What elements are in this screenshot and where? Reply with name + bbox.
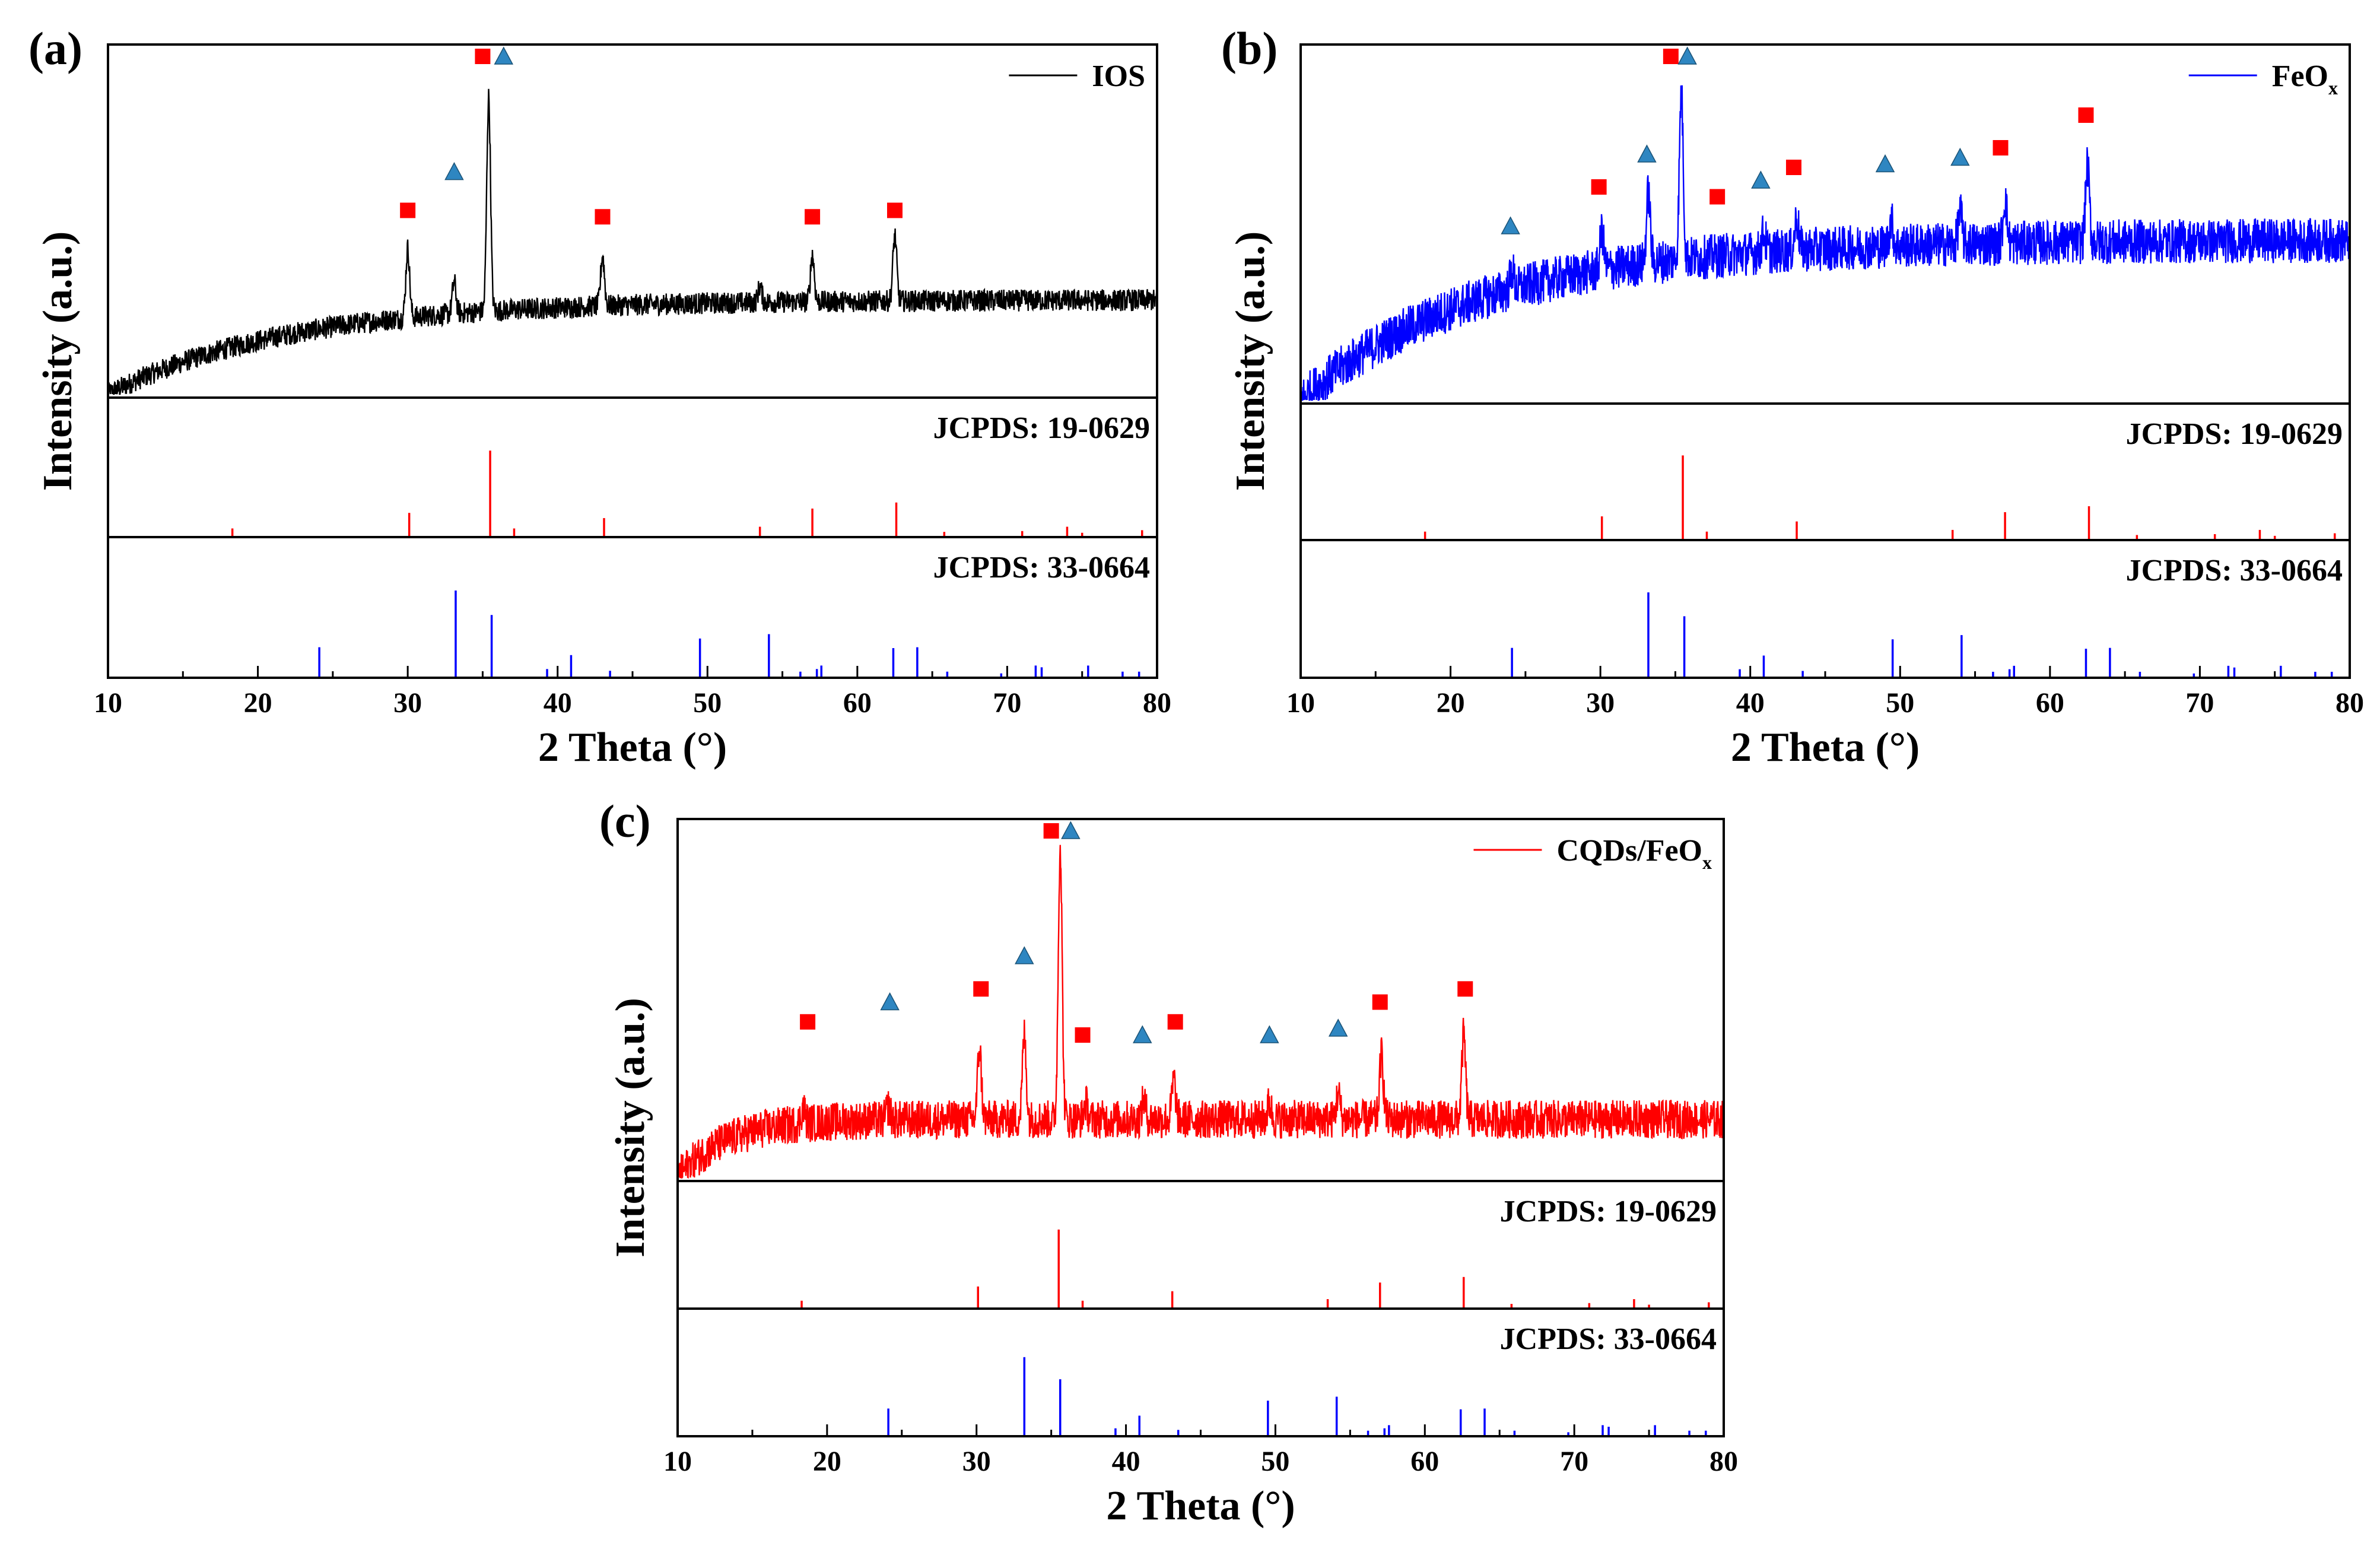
- y-axis-label: Intensity (a.u.): [1228, 231, 1273, 491]
- reference-label: JCPDS: 33-0664: [933, 551, 1150, 585]
- square-marker: [1663, 49, 1679, 64]
- legend-label-subscript: x: [1702, 852, 1712, 873]
- reference-label: JCPDS: 19-0629: [1500, 1195, 1717, 1229]
- x-tick-label: 50: [693, 687, 722, 719]
- triangle-marker: [494, 46, 514, 65]
- panel-b: JCPDS: 19-0629 JCPDS: 33-0664 10 20 30 40 50 60…: [1221, 23, 2364, 770]
- panel-label: (b): [1221, 23, 1278, 74]
- triangle-marker: [1677, 46, 1697, 65]
- triangle-marker: [1260, 1025, 1279, 1043]
- x-tick-label: 70: [993, 687, 1021, 719]
- x-tick-label: 30: [962, 1446, 991, 1477]
- x-tick-label: 40: [544, 687, 572, 719]
- x-axis-label: 2 Theta (°): [538, 725, 727, 770]
- triangle-marker: [1751, 170, 1771, 189]
- panel-c: JCPDS: 19-0629 JCPDS: 33-0664 10 20 30 40 50 60…: [599, 795, 1738, 1529]
- legend-label-main: CQDs/FeO: [1556, 834, 1702, 868]
- square-marker: [595, 209, 611, 225]
- x-tick-label: 80: [1143, 687, 1171, 719]
- square-marker: [2078, 107, 2094, 123]
- reference-label: JCPDS: 33-0664: [1500, 1322, 1717, 1356]
- legend-label-subscript: x: [2328, 77, 2338, 99]
- pattern-line-CQDs/FeOx: [676, 845, 1725, 1179]
- triangle-marker: [1015, 946, 1034, 964]
- square-marker: [1075, 1027, 1091, 1043]
- x-tick-label: 70: [2185, 687, 2214, 719]
- square-marker: [805, 209, 821, 225]
- triangle-marker: [1061, 821, 1081, 839]
- x-tick-label: 10: [663, 1446, 692, 1477]
- square-marker: [1993, 140, 2009, 156]
- triangle-marker: [444, 162, 464, 180]
- x-axis-label: 2 Theta (°): [1106, 1483, 1295, 1529]
- x-tick-label: 80: [1709, 1446, 1738, 1477]
- x-tick-label: 30: [1586, 687, 1615, 719]
- legend-label-main: FeO: [2272, 59, 2328, 93]
- y-axis-label: Intensity (a.u.): [608, 998, 653, 1258]
- square-marker: [1591, 179, 1607, 195]
- triangle-marker: [1501, 216, 1520, 234]
- triangle-marker: [1637, 144, 1657, 163]
- x-tick-label: 40: [1112, 1446, 1140, 1477]
- legend-label-main: IOS: [1092, 59, 1145, 93]
- square-marker: [1167, 1014, 1183, 1030]
- square-marker: [1043, 823, 1059, 839]
- square-marker: [973, 981, 989, 997]
- triangle-marker: [1950, 147, 1970, 166]
- x-tick-label: 60: [1410, 1446, 1439, 1477]
- x-axis-label: 2 Theta (°): [1731, 725, 1920, 770]
- panel-label: (c): [599, 795, 651, 847]
- reference-label: JCPDS: 19-0629: [933, 411, 1150, 445]
- x-tick-label: 60: [2036, 687, 2064, 719]
- panel-a: JCPDS: 19-0629 JCPDS: 33-0664 10 20 30 40 50 60…: [28, 23, 1171, 770]
- pattern-line-FeOx: [1299, 85, 2351, 401]
- triangle-marker: [1875, 154, 1895, 173]
- square-marker: [400, 202, 416, 218]
- x-tick-label: 40: [1736, 687, 1765, 719]
- x-tick-label: 80: [2335, 687, 2364, 719]
- square-marker: [887, 202, 903, 218]
- square-marker: [800, 1014, 816, 1030]
- reference-label: JCPDS: 19-0629: [2126, 417, 2343, 451]
- triangle-marker: [1133, 1025, 1152, 1043]
- x-tick-label: 50: [1886, 687, 1914, 719]
- panel-label: (a): [28, 23, 82, 74]
- x-tick-label: 10: [1286, 687, 1315, 719]
- x-tick-label: 30: [393, 687, 422, 719]
- square-marker: [1372, 994, 1388, 1010]
- triangle-marker: [880, 992, 900, 1011]
- legend-label: IOS: [1092, 59, 1145, 93]
- x-tick-label: 20: [244, 687, 272, 719]
- x-tick-label: 10: [94, 687, 122, 719]
- x-tick-label: 20: [1437, 687, 1465, 719]
- square-marker: [1785, 160, 1801, 176]
- x-tick-label: 50: [1261, 1446, 1289, 1477]
- triangle-marker: [1328, 1018, 1348, 1037]
- x-tick-label: 60: [843, 687, 872, 719]
- square-marker: [475, 49, 491, 64]
- x-tick-label: 20: [813, 1446, 841, 1477]
- square-marker: [1709, 189, 1726, 205]
- reference-label: JCPDS: 33-0664: [2126, 554, 2343, 588]
- square-marker: [1457, 981, 1473, 997]
- y-axis-label: Intensity (a.u.): [35, 231, 81, 491]
- legend-label: CQDs/FeOx: [1556, 834, 1712, 873]
- x-tick-label: 70: [1560, 1446, 1588, 1477]
- legend-label: FeOx: [2272, 59, 2338, 99]
- pattern-line-IOS: [107, 88, 1158, 395]
